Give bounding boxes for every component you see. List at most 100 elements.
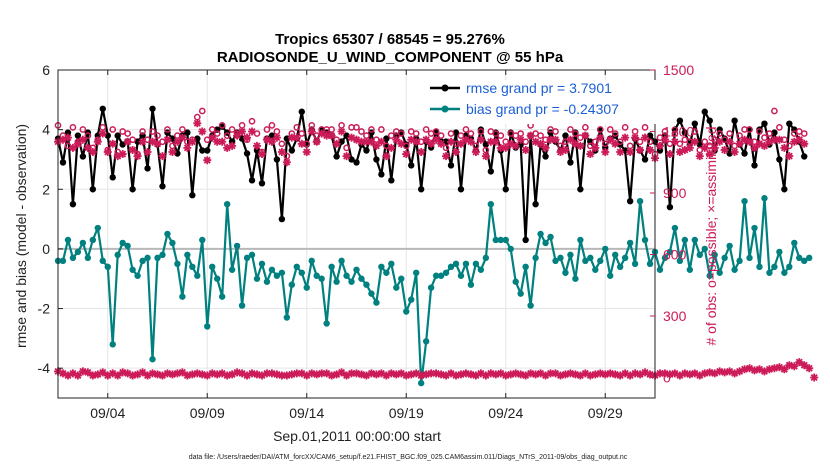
obs-assimilated-marker	[143, 371, 152, 380]
rmse-point	[189, 192, 196, 199]
bias-point	[537, 230, 544, 238]
obs-assimilated-marker	[461, 135, 470, 144]
obs-assimilated-marker	[257, 150, 266, 159]
obs-assimilated-marker	[800, 139, 809, 148]
bias-point	[532, 254, 539, 262]
bias-point	[721, 254, 728, 262]
obs-assimilated-marker	[601, 370, 610, 379]
data-file-footnote: data file: /Users/raeder/DAI/ATM_forcXX/…	[189, 454, 628, 461]
obs-assimilated-marker	[447, 369, 456, 378]
series-obs-low	[54, 358, 819, 382]
bias-point	[796, 254, 803, 262]
obs-assimilated-marker	[795, 135, 804, 144]
obs-assimilated-marker	[103, 148, 112, 156]
obs-assimilated-marker	[203, 156, 212, 165]
obs-assimilated-marker	[143, 148, 152, 156]
rmse-point	[522, 236, 529, 244]
obs-assimilated-marker	[387, 369, 396, 378]
obs-assimilated-marker	[486, 369, 495, 378]
obs-assimilated-marker	[596, 369, 605, 378]
obs-assimilated-marker	[332, 139, 341, 148]
bias-point	[547, 233, 554, 241]
obs-assimilated-marker	[780, 143, 789, 152]
legend-label-rmse: rmse grand pr = 3.7901	[466, 80, 612, 96]
obs-assimilated-marker	[377, 137, 386, 146]
rmse-point	[64, 129, 72, 136]
rmse-point	[109, 174, 116, 181]
obs-assimilated-marker	[800, 361, 809, 370]
obs-assimilated-marker	[606, 369, 615, 378]
bias-point	[517, 290, 524, 297]
bias-point	[442, 269, 450, 276]
obs-assimilated-marker	[710, 143, 719, 152]
bias-point	[293, 263, 300, 270]
obs-assimilated-marker	[437, 370, 446, 379]
obs-possible-marker	[368, 126, 375, 133]
obs-assimilated-marker	[357, 370, 366, 379]
obs-assimilated-marker	[228, 141, 237, 150]
obs-assimilated-marker	[168, 148, 177, 156]
rmse-point	[577, 186, 584, 193]
obs-assimilated-marker	[123, 137, 132, 146]
obs-assimilated-marker	[805, 364, 814, 373]
bias-point	[726, 242, 733, 250]
rmse-point	[159, 183, 166, 190]
obs-assimilated-marker	[322, 131, 331, 140]
bias-point	[557, 254, 564, 262]
obs-assimilated-marker	[432, 135, 441, 144]
obs-possible-marker	[293, 124, 301, 131]
obs-assimilated-marker	[113, 371, 122, 380]
bias-point	[189, 263, 196, 270]
obs-assimilated-marker	[700, 369, 709, 378]
obs-possible-marker	[238, 122, 246, 129]
obs-assimilated-marker	[417, 148, 426, 156]
obs-assimilated-marker	[536, 369, 545, 378]
bias-point	[238, 302, 246, 309]
obs-assimilated-marker	[735, 139, 744, 148]
obs-assimilated-marker	[491, 137, 500, 146]
bias-point	[671, 224, 679, 232]
obs-assimilated-marker	[407, 135, 416, 144]
rmse-point	[731, 117, 738, 124]
rmse-point	[771, 129, 778, 136]
obs-assimilated-marker	[158, 152, 167, 161]
bias-point	[199, 236, 206, 244]
bias-point	[223, 200, 231, 208]
y-left-tick-label: 0	[42, 241, 50, 257]
obs-assimilated-marker	[730, 148, 739, 156]
obs-assimilated-marker	[362, 371, 371, 380]
bias-point	[447, 263, 455, 270]
obs-assimilated-marker	[372, 141, 381, 150]
obs-assimilated-marker	[501, 143, 510, 152]
obs-assimilated-marker	[312, 137, 321, 146]
rmse-point	[89, 186, 97, 193]
obs-possible-marker	[193, 113, 201, 121]
rmse-point	[691, 120, 698, 127]
bias-point	[477, 266, 485, 273]
rmse-point	[383, 135, 390, 142]
bias-point	[467, 281, 475, 288]
obs-possible-marker	[437, 132, 445, 139]
bias-point	[124, 242, 131, 250]
y-right-tick-label: 900	[663, 185, 687, 201]
legend-box	[426, 80, 658, 124]
obs-assimilated-marker	[233, 368, 242, 377]
obs-assimilated-marker	[496, 143, 505, 152]
obs-possible-marker	[268, 122, 276, 129]
rmse-point	[542, 153, 549, 160]
obs-possible-marker	[228, 126, 236, 133]
obs-assimilated-marker	[407, 370, 416, 379]
obs-assimilated-marker	[456, 139, 465, 148]
obs-assimilated-marker	[715, 137, 724, 146]
bias-point	[318, 275, 325, 282]
obs-possible-marker	[412, 130, 420, 137]
bias-point	[602, 245, 609, 253]
bias-point	[194, 272, 201, 279]
obs-assimilated-marker	[541, 143, 550, 152]
obs-assimilated-marker	[347, 133, 356, 142]
obs-assimilated-marker	[78, 135, 87, 144]
obs-assimilated-marker	[277, 371, 286, 380]
obs-possible-marker	[726, 130, 733, 137]
obs-assimilated-marker	[790, 362, 799, 371]
